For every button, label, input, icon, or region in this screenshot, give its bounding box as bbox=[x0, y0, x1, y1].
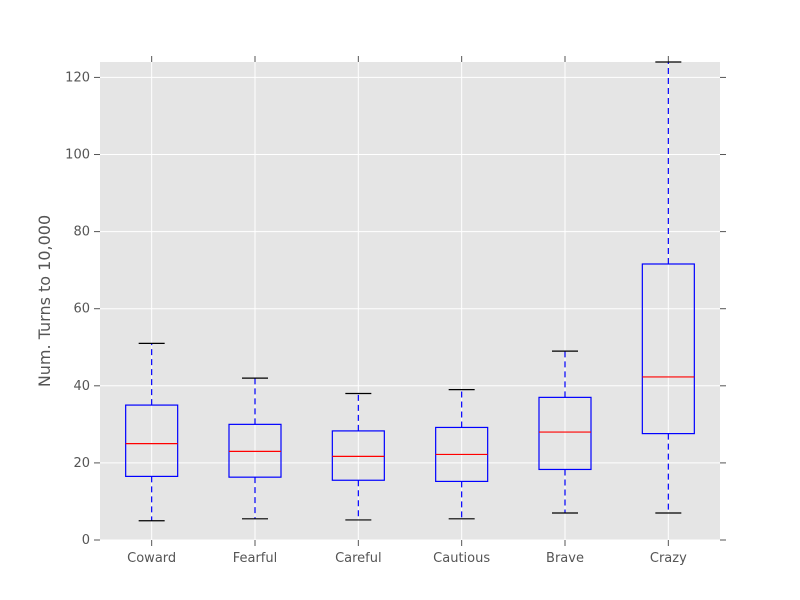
iqr-box bbox=[538, 396, 592, 471]
box-fearful bbox=[228, 377, 282, 520]
x-tick-label: Crazy bbox=[650, 551, 687, 566]
y-tick-label: 0 bbox=[82, 533, 90, 548]
y-tick-label: 60 bbox=[73, 302, 90, 317]
boxes bbox=[125, 61, 695, 522]
y-tick-label: 40 bbox=[73, 379, 90, 394]
y-axis-label: Num. Turns to 10,000 bbox=[35, 215, 54, 387]
plot-area-background bbox=[100, 62, 720, 540]
y-tick-label: 20 bbox=[73, 456, 90, 471]
grid-lines bbox=[100, 62, 720, 541]
x-tick-label: Coward bbox=[127, 551, 176, 566]
iqr-box bbox=[641, 263, 695, 435]
x-tick-label: Brave bbox=[546, 551, 584, 566]
box-cautious bbox=[435, 389, 489, 520]
tick-labels: 0 20 40 60 80 100 120 Coward Fearful Careful Cauti… bbox=[65, 70, 687, 566]
y-tick-label: 100 bbox=[65, 148, 90, 163]
x-tick-label: Fearful bbox=[233, 551, 278, 566]
x-tick-label: Cautious bbox=[433, 551, 490, 566]
y-tick-label: 120 bbox=[65, 70, 90, 85]
box-brave bbox=[538, 350, 592, 514]
box-crazy bbox=[641, 61, 695, 514]
x-tick-label: Careful bbox=[335, 551, 382, 566]
iqr-box bbox=[331, 430, 385, 481]
y-tick-label: 80 bbox=[73, 225, 90, 240]
box-coward bbox=[125, 342, 179, 522]
box-careful bbox=[331, 392, 385, 521]
iqr-box bbox=[125, 404, 179, 477]
axis-ticks bbox=[94, 56, 726, 546]
